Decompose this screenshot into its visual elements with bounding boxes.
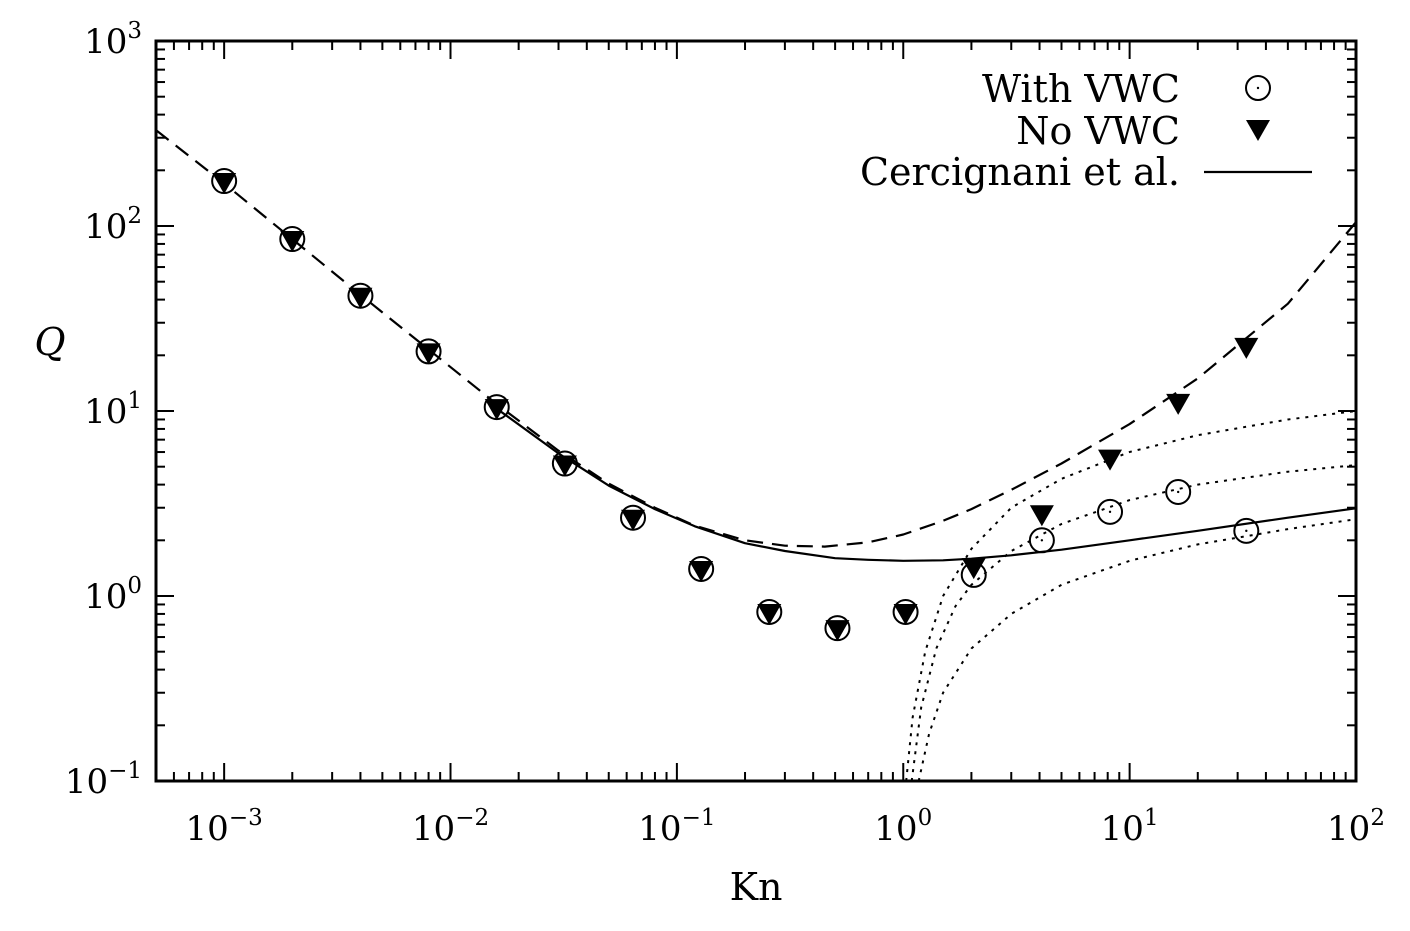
y-tick-label-base: 10 [65,762,108,802]
y-tick-label-exponent: 0 [127,573,142,599]
y-tick-label: 101 [84,388,142,432]
legend-marker-open-circle-center [1256,86,1260,90]
data-point-no-vwc [1098,449,1123,471]
data-point-no-vwc [689,560,714,582]
y-tick-label-base: 10 [84,22,127,62]
series-line-solid-2 [496,407,1356,562]
x-tick-label-exponent: 1 [1144,805,1159,831]
x-tick-label-exponent: −1 [682,805,716,831]
data-point-no-vwc [1166,393,1191,415]
x-tick-label: 100 [874,805,932,849]
x-tick-label: 102 [1327,805,1385,849]
curves-layer [156,129,1356,781]
y-tick-label-base: 10 [84,207,127,247]
legend-label-with-vwc: With VWC [982,67,1180,111]
x-tick-label-base: 10 [638,809,681,849]
y-tick-label-exponent: 3 [127,18,142,44]
data-point-no-vwc [416,343,441,365]
data-point-with-vwc-center [1108,510,1112,514]
series-line-dashed-3 [156,129,1356,548]
y-tick-label-base: 10 [84,577,127,617]
y-tick-label: 102 [84,203,142,247]
y-tick-label-exponent: −1 [108,758,142,784]
x-axis-title: Kn [730,865,783,909]
data-point-no-vwc [552,455,577,477]
y-tick-label: 10−1 [65,758,142,802]
data-point-no-vwc [825,620,850,642]
legend: With VWC No VWC Cercignani et al. [860,67,1312,194]
ticks-layer [155,40,1357,782]
x-tick-labels: 10−3 10−2 10−1 100 101 102 [186,805,1385,849]
data-point-no-vwc [961,558,986,580]
data-point-with-vwc-center [1176,490,1180,494]
data-point-no-vwc [348,287,373,309]
y-tick-label: 100 [84,573,142,617]
markers-layer [211,168,1260,642]
data-point-no-vwc [621,509,646,531]
x-tick-label-exponent: −2 [455,805,489,831]
data-point-no-vwc [280,231,305,253]
series-line-dotted-4 [905,410,1356,781]
x-tick-label: 10−2 [412,805,489,849]
series-line-dotted-6 [917,518,1356,781]
data-point-no-vwc [1234,337,1259,359]
data-point-with-vwc [1165,478,1192,505]
x-tick-label: 101 [1101,805,1159,849]
y-tick-label-exponent: 1 [127,388,142,414]
data-point-with-vwc [1233,517,1260,544]
x-tick-label-exponent: 0 [918,805,933,831]
x-tick-label-base: 10 [874,809,917,849]
x-tick-label-base: 10 [1327,809,1370,849]
y-axis-title: Q [34,320,65,364]
x-tick-label: 10−1 [638,805,715,849]
data-point-no-vwc [757,603,782,625]
data-point-with-vwc-center [1245,529,1248,533]
x-tick-label-base: 10 [1101,809,1144,849]
legend-label-no-vwc: No VWC [1016,109,1180,153]
legend-label-cercignani: Cercignani et al. [860,150,1180,194]
legend-marker-filled-triangle [1246,120,1270,141]
data-point-no-vwc [212,173,237,195]
data-point-no-vwc [484,399,509,421]
x-tick-label-base: 10 [186,809,229,849]
data-point-with-vwc [1028,527,1055,554]
y-tick-label-exponent: 2 [127,203,142,229]
data-point-no-vwc [1029,505,1054,527]
y-tick-label-base: 10 [84,392,127,432]
x-tick-label-exponent: 2 [1370,805,1385,831]
data-point-with-vwc-center [1040,539,1044,542]
x-tick-label-base: 10 [412,809,455,849]
legend-marker-open-circle [1245,75,1271,101]
x-tick-label-exponent: −3 [229,805,263,831]
y-tick-label: 103 [84,18,142,62]
series-line-dotted-5 [910,464,1356,781]
data-point-no-vwc [893,603,918,625]
x-tick-label: 10−3 [186,805,263,849]
data-point-with-vwc [1097,498,1124,525]
